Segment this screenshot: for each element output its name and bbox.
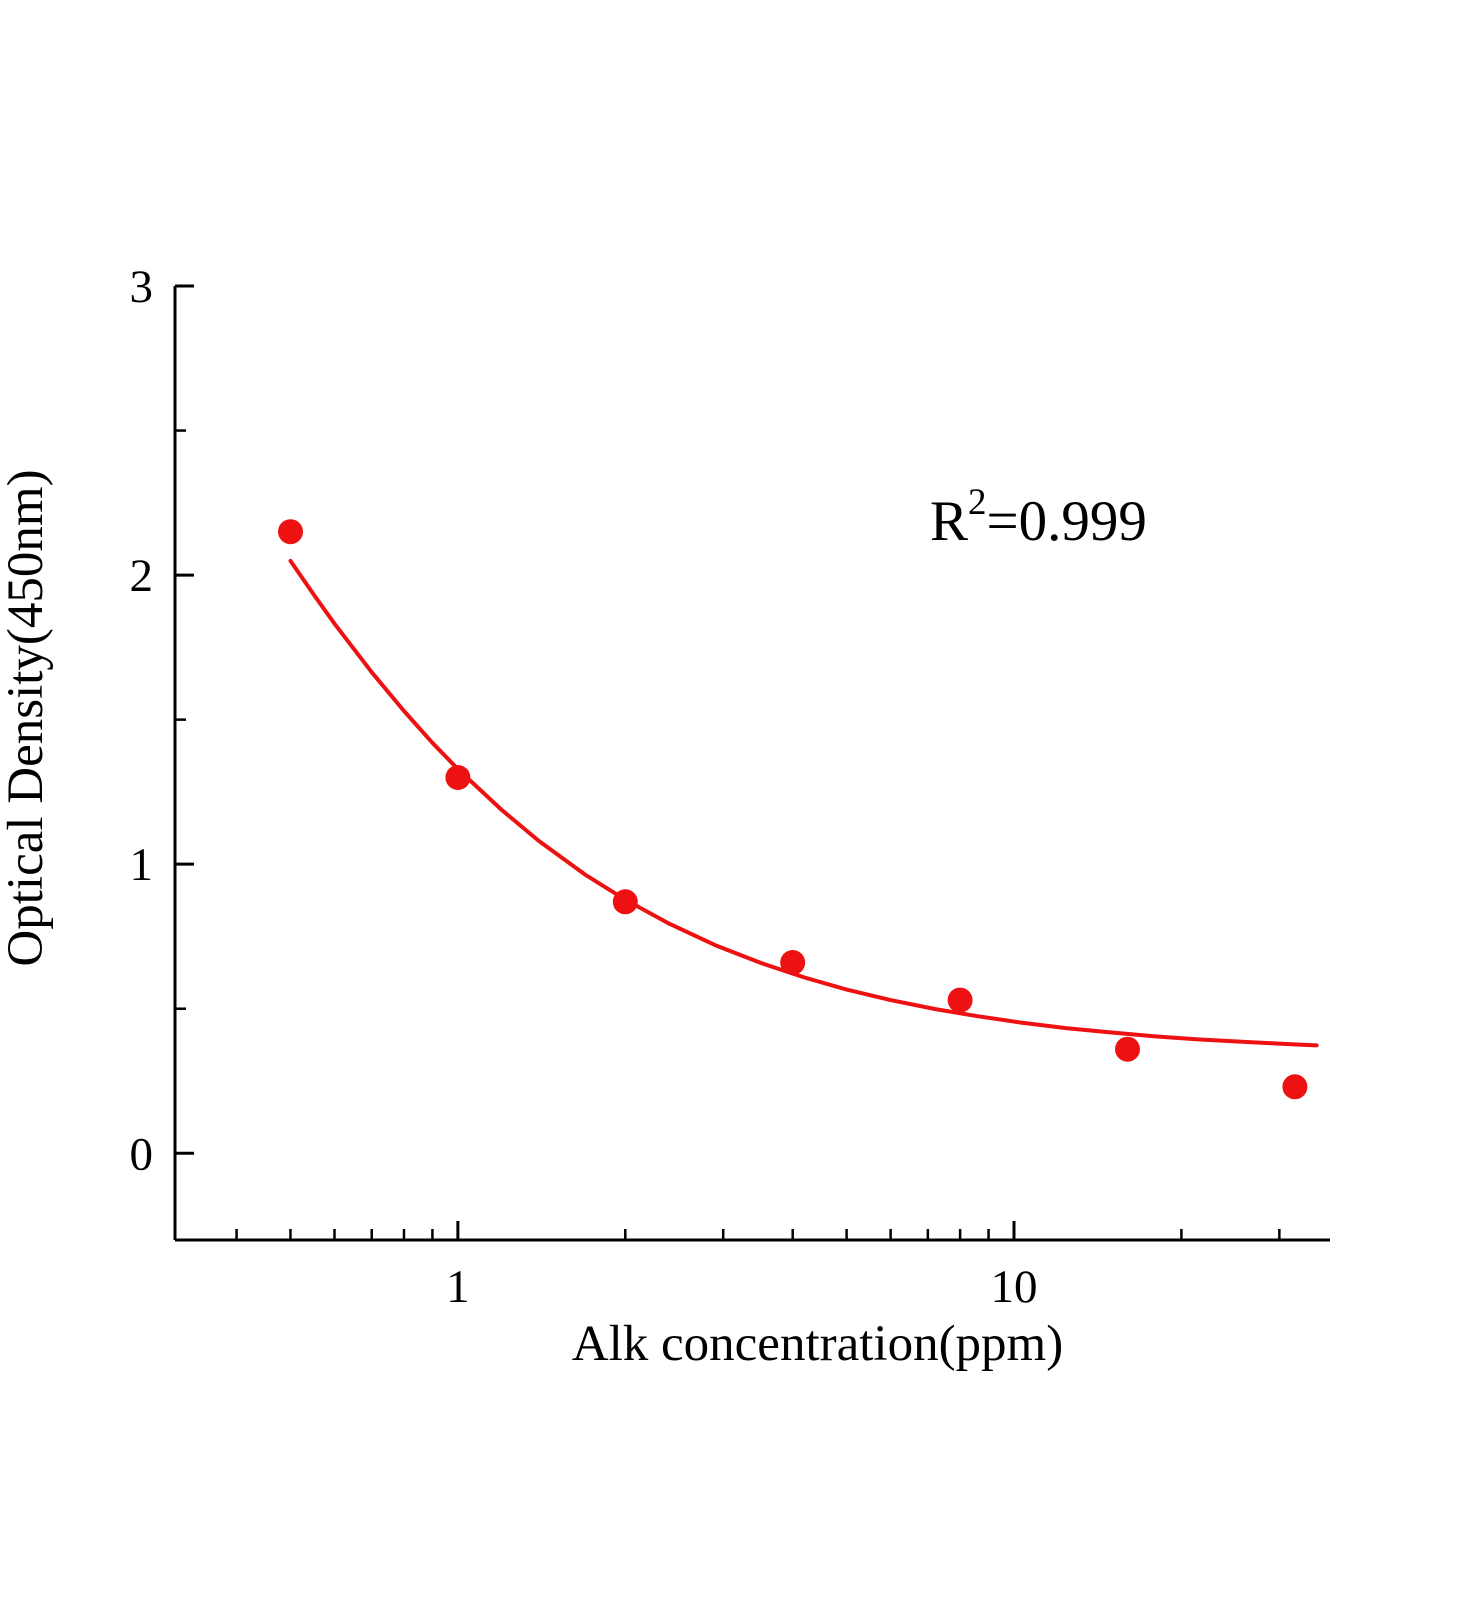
data-point xyxy=(612,889,638,915)
y-axis-title: Optical Density(450nm) xyxy=(0,469,54,966)
r-squared-annotation: R2=0.999 xyxy=(930,482,1147,553)
y-tick-label: 1 xyxy=(130,839,154,891)
fit-curve xyxy=(288,558,1319,1048)
x-tick-label: 10 xyxy=(991,1261,1038,1313)
data-point xyxy=(780,950,806,975)
y-tick-label: 3 xyxy=(130,261,154,313)
x-axis-title: Alk concentration(ppm) xyxy=(572,1316,1063,1372)
data-point xyxy=(947,987,973,1013)
y-tick-label: 2 xyxy=(130,550,154,602)
data-point xyxy=(445,765,471,790)
y-tick-label: 0 xyxy=(130,1128,154,1180)
data-point xyxy=(278,519,303,545)
x-tick-label: 1 xyxy=(446,1261,470,1313)
data-point xyxy=(1282,1074,1308,1100)
data-point xyxy=(1115,1036,1140,1062)
